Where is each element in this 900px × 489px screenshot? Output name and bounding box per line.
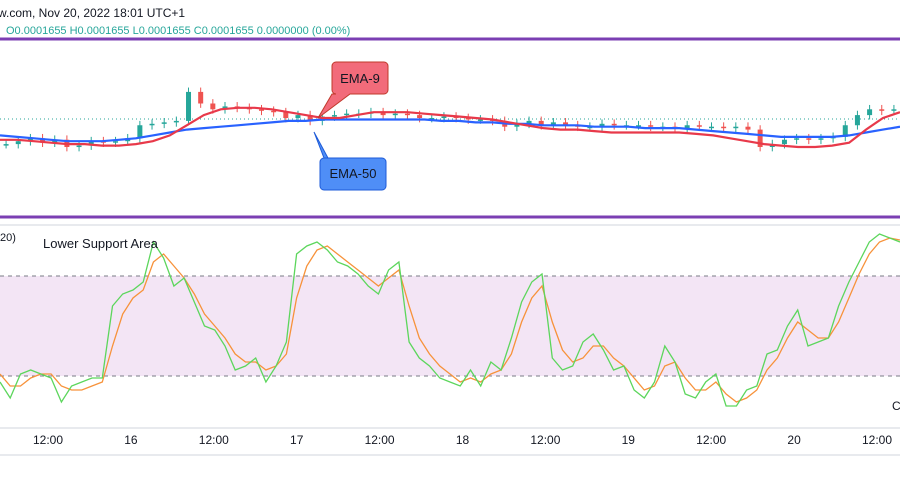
time-tick-label: 12:00 — [696, 433, 726, 447]
candle-body — [842, 125, 848, 137]
candle-body — [477, 119, 483, 121]
candle-body — [149, 123, 155, 126]
time-tick-label: 12:00 — [530, 433, 560, 447]
time-tick-label: 12:00 — [199, 433, 229, 447]
ema50-callout-box — [313, 131, 387, 191]
stoch-d-line — [0, 237, 900, 403]
candle-body — [465, 118, 471, 120]
time-tick-label: 18 — [456, 433, 470, 447]
candle-body — [684, 125, 690, 129]
candle-body — [404, 113, 410, 116]
candle-body — [271, 110, 277, 113]
candle-body — [15, 141, 21, 145]
candle-body — [733, 126, 739, 129]
candle-body — [891, 109, 897, 111]
candle-body — [514, 123, 520, 127]
candle-body — [757, 129, 763, 147]
candle-body — [295, 115, 301, 118]
candle-body — [818, 138, 824, 140]
time-tick-label: 17 — [290, 433, 304, 447]
candle-body — [76, 145, 82, 148]
time-tick-label: 12:00 — [365, 433, 395, 447]
lower-support-label: Lower Support Area — [43, 236, 158, 251]
candle-body — [27, 138, 33, 142]
candle-body — [599, 123, 605, 127]
candle-body — [198, 91, 204, 104]
candle-body — [636, 125, 642, 127]
candles — [3, 87, 897, 152]
ohlc-readout: O0.0001655 H0.0001655 L0.0001655 C0.0001… — [6, 25, 351, 37]
candle-body — [173, 120, 179, 123]
candle-body — [550, 122, 556, 126]
candle-body — [380, 112, 386, 116]
ema9-callout: EMA-9 — [317, 61, 389, 119]
candle-body — [113, 141, 119, 143]
chart-header-source: w.com, Nov 20, 2022 18:01 UTC+1 — [0, 6, 186, 20]
candle-body — [794, 138, 800, 140]
candle-body — [745, 126, 751, 130]
candle-body — [563, 122, 569, 126]
candle-body — [40, 138, 46, 143]
candle-body — [392, 113, 398, 116]
candle-body — [283, 112, 289, 118]
candle-body — [417, 115, 423, 118]
oscillator-pane — [0, 233, 900, 407]
ema50-callout-label: EMA-50 — [330, 166, 377, 181]
candle-body — [721, 126, 727, 129]
price-pane: EMA-9 EMA-50 — [0, 37, 900, 219]
candle-body — [781, 139, 787, 145]
candle-body — [538, 120, 544, 126]
candle-body — [331, 115, 337, 117]
candle-body — [587, 126, 593, 129]
stoch-k-line — [0, 233, 900, 407]
candle-body — [879, 109, 885, 111]
candle-body — [88, 141, 94, 146]
indicator-params-label: 20) — [0, 232, 16, 244]
candle-body — [429, 118, 435, 120]
candle-body — [258, 109, 264, 111]
candle-body — [307, 115, 313, 121]
candle-body — [806, 138, 812, 140]
ema50-callout: EMA-50 — [313, 131, 387, 191]
ema9-callout-box — [317, 61, 389, 119]
oscillator-band — [0, 276, 900, 376]
candle-body — [441, 116, 447, 119]
candle-body — [648, 125, 654, 127]
time-tick-label: 12:00 — [862, 433, 892, 447]
candle-body — [210, 103, 216, 110]
candle-body — [867, 109, 873, 116]
candle-body — [696, 125, 702, 127]
candle-body — [3, 144, 9, 146]
candle-body — [186, 91, 192, 121]
candle-body — [854, 115, 860, 126]
time-tick-label: 19 — [622, 433, 636, 447]
candle-body — [137, 125, 143, 139]
edge-label: C — [892, 399, 900, 413]
time-tick-label: 20 — [787, 433, 801, 447]
candle-body — [526, 120, 532, 124]
ema-9-line — [0, 106, 900, 149]
candle-body — [161, 122, 167, 124]
candle-body — [708, 126, 714, 129]
ema9-callout-label: EMA-9 — [340, 71, 380, 86]
time-tick-label: 16 — [124, 433, 138, 447]
time-tick-label: 12:00 — [33, 433, 63, 447]
time-axis: 12:00 16 12:00 17 12:00 18 12:00 19 12:00 20 12:00 — [33, 433, 892, 447]
candle-body — [611, 123, 617, 126]
candle-body — [344, 113, 350, 116]
ema-50-line — [0, 118, 900, 143]
